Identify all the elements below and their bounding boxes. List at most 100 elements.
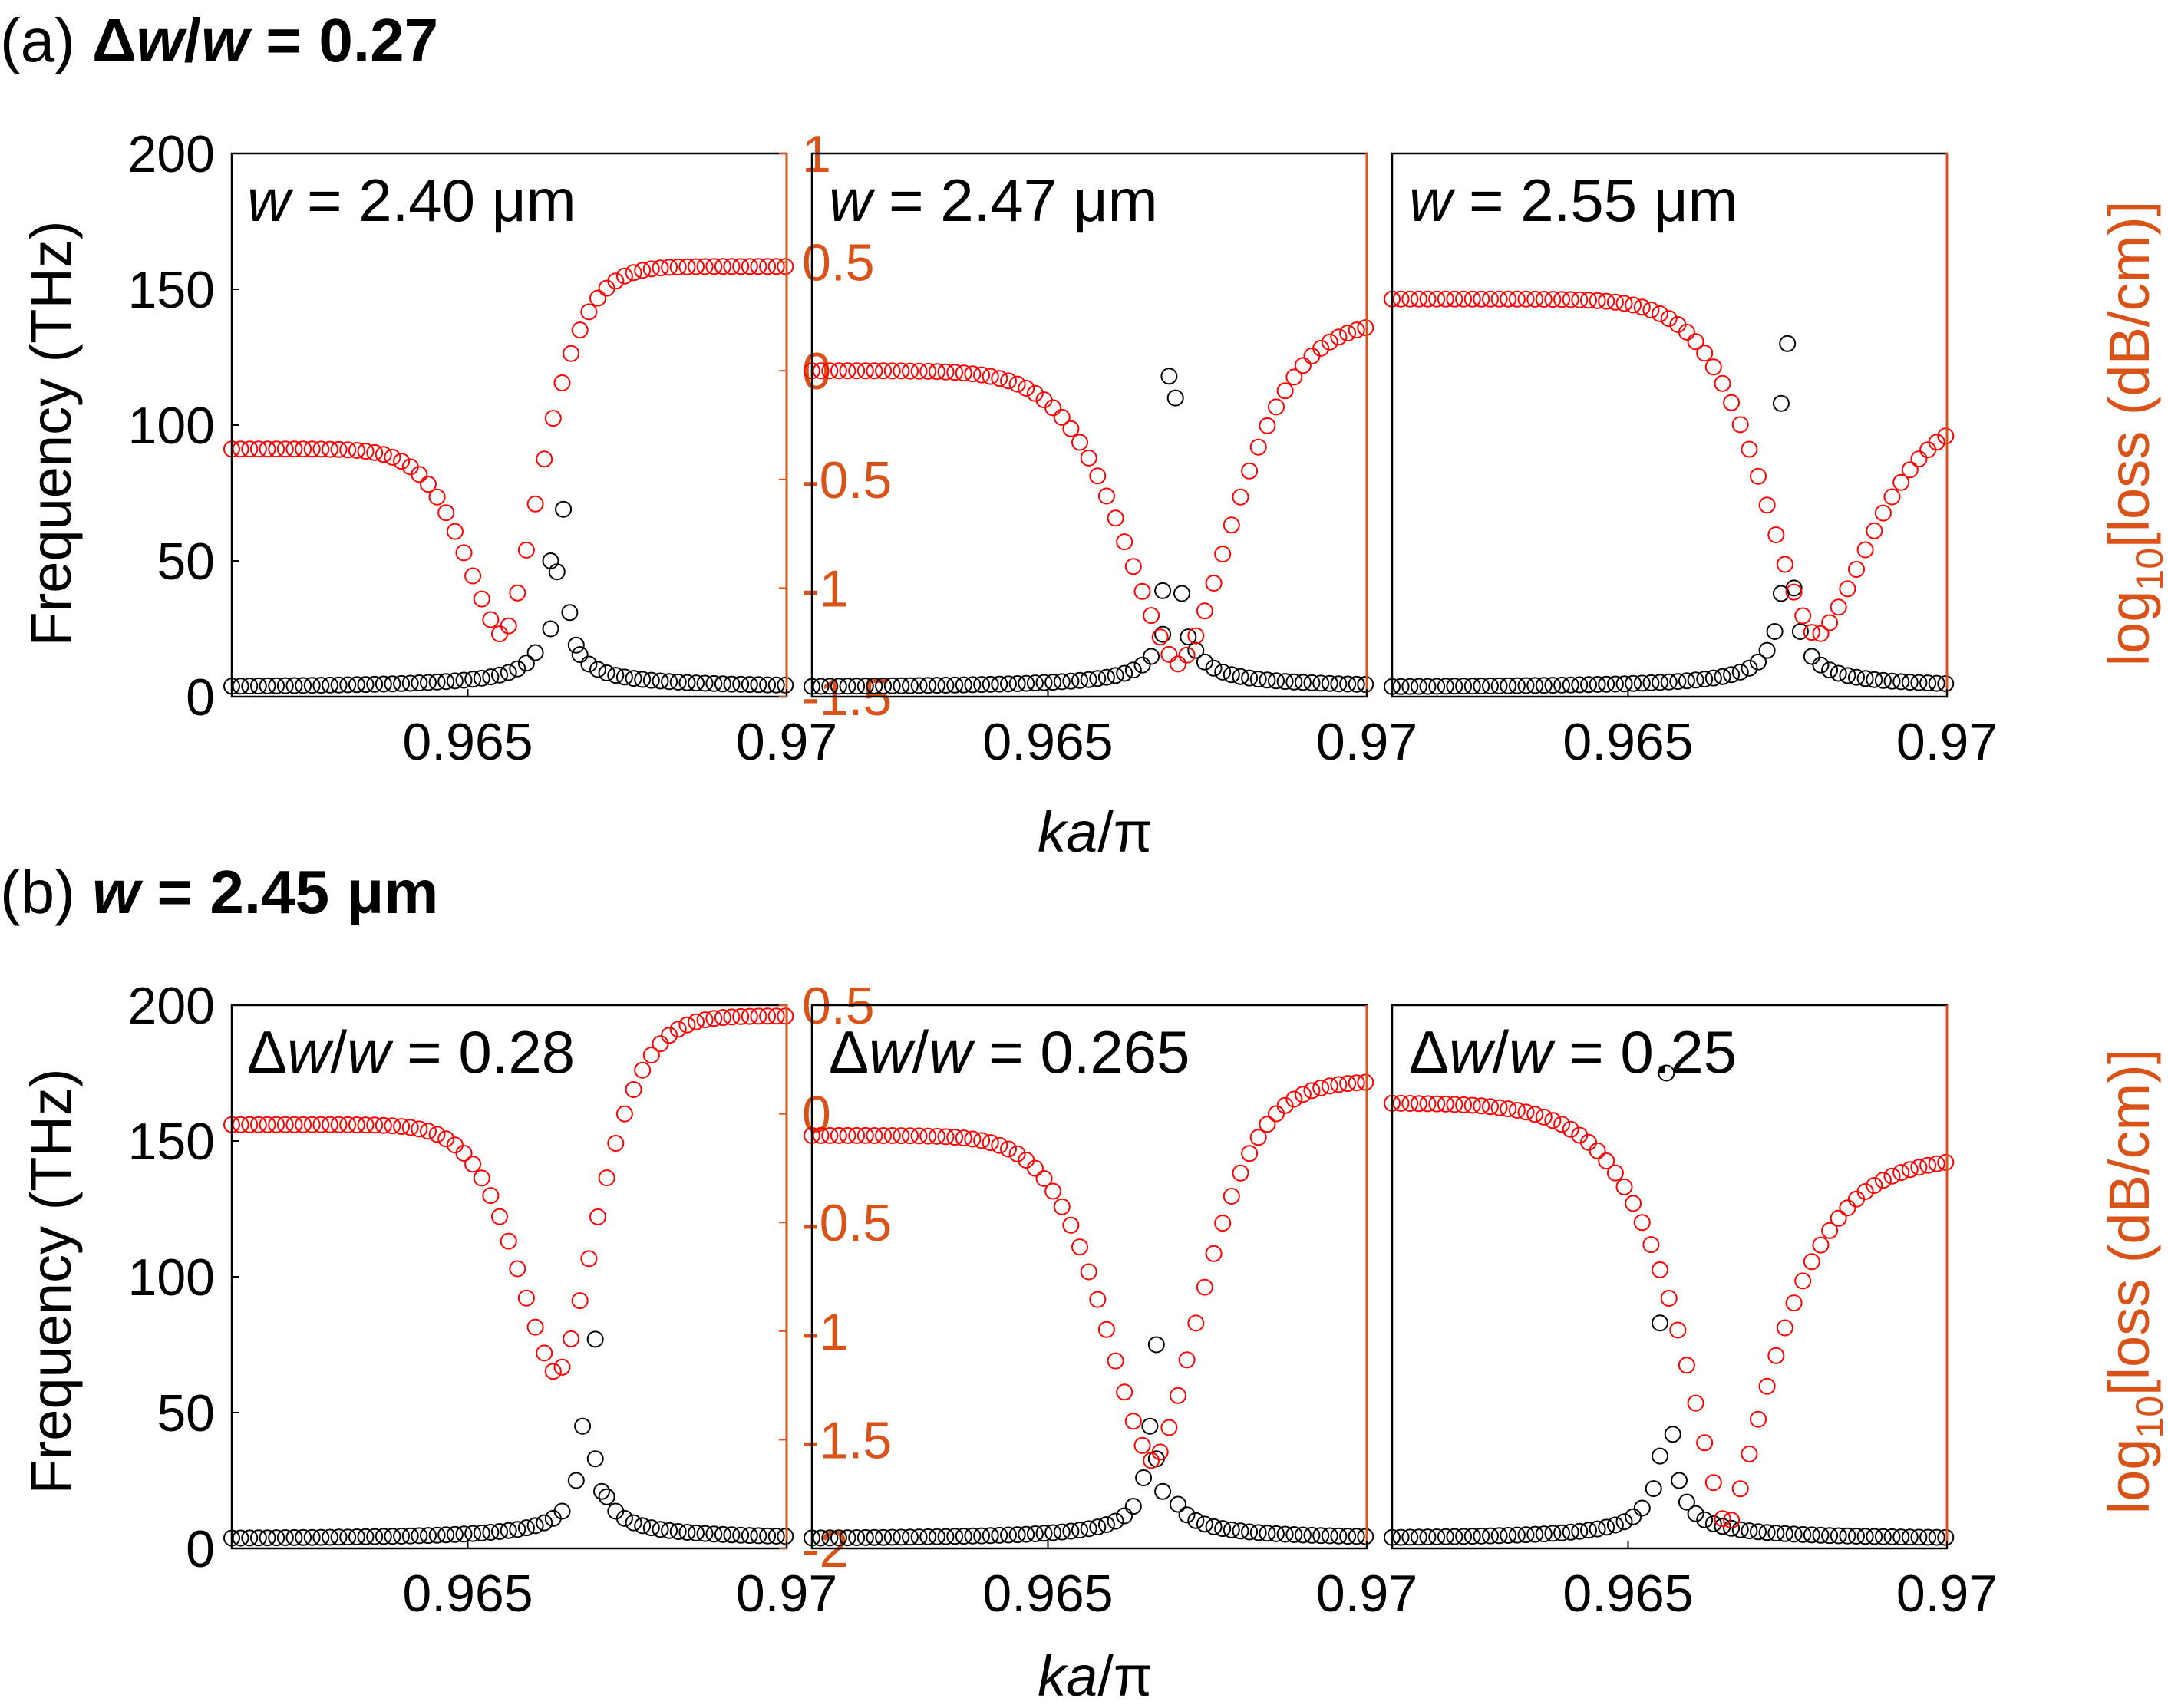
frequency-point xyxy=(1473,1527,1490,1545)
loss-point xyxy=(1268,1105,1285,1123)
frequency-point xyxy=(464,1525,482,1542)
loss-point xyxy=(1330,1076,1348,1093)
loss-point xyxy=(1642,1236,1660,1254)
frequency-point xyxy=(1124,661,1142,679)
frequency-point xyxy=(330,1528,348,1546)
loss-point xyxy=(1259,417,1276,434)
frequency-point xyxy=(241,678,259,695)
loss-point xyxy=(883,1127,901,1144)
loss-point xyxy=(1785,583,1803,601)
frequency-point xyxy=(574,1417,592,1435)
frequency-point xyxy=(1785,1525,1803,1543)
frequency-point xyxy=(1026,674,1044,692)
frequency-point xyxy=(1223,1521,1240,1538)
frequency-point xyxy=(567,636,585,654)
loss-point xyxy=(991,1136,1008,1154)
loss-point xyxy=(1830,1209,1847,1227)
loss-point xyxy=(1553,1116,1571,1133)
loss-point xyxy=(1874,504,1892,522)
loss-point xyxy=(1758,1377,1776,1395)
loss-point xyxy=(759,1007,777,1025)
loss-point xyxy=(1687,333,1704,351)
frequency-point xyxy=(1580,1522,1597,1539)
frequency-point xyxy=(1147,1336,1165,1354)
loss-point xyxy=(625,264,642,282)
frequency-point xyxy=(1044,674,1062,691)
frequency-point xyxy=(401,1527,419,1545)
frequency-point xyxy=(1660,673,1678,691)
loss-point xyxy=(393,453,411,470)
loss-point xyxy=(1830,598,1847,616)
loss-point xyxy=(437,1130,455,1148)
frequency-point xyxy=(1772,394,1790,412)
subplot-title: w = 2.55 μm xyxy=(1409,167,1738,234)
frequency-point xyxy=(1652,674,1668,691)
loss-point xyxy=(589,1208,606,1225)
frequency-point xyxy=(500,664,517,681)
loss-point xyxy=(1883,1167,1901,1185)
frequency-point xyxy=(1232,1522,1249,1540)
frequency-point xyxy=(723,1526,741,1544)
frequency-point xyxy=(241,1529,259,1547)
frequency-point xyxy=(1437,1528,1454,1545)
frequency-point xyxy=(1259,1525,1276,1542)
loss-point xyxy=(1294,1086,1312,1103)
loss-point xyxy=(1196,602,1213,620)
frequency-point xyxy=(1508,677,1526,694)
frequency-point xyxy=(634,1517,652,1535)
frequency-point xyxy=(1866,1528,1883,1545)
loss-point xyxy=(1937,1153,1955,1171)
frequency-point xyxy=(473,669,490,687)
loss-point xyxy=(473,590,490,608)
frequency-point xyxy=(678,1524,696,1541)
frequency-point xyxy=(1026,1525,1044,1542)
frequency-point xyxy=(1294,674,1312,691)
frequency-point xyxy=(883,1528,901,1546)
loss-point xyxy=(1259,1116,1276,1133)
loss-point xyxy=(767,258,785,275)
loss-point xyxy=(322,440,338,458)
frequency-point xyxy=(1508,1526,1526,1544)
loss-point xyxy=(500,617,517,635)
loss-point xyxy=(714,258,731,275)
frequency-point xyxy=(1883,1528,1901,1545)
loss-point xyxy=(1124,1413,1142,1430)
loss-point xyxy=(1276,1096,1294,1114)
frequency-point xyxy=(1455,678,1473,695)
frequency-point xyxy=(1767,1525,1785,1542)
loss-point xyxy=(1517,290,1535,308)
frequency-point xyxy=(1937,1528,1955,1546)
loss-point xyxy=(1196,1278,1213,1296)
frequency-point xyxy=(642,1519,660,1537)
frequency-point xyxy=(1652,1447,1668,1465)
loss-point xyxy=(401,1119,419,1136)
loss-point xyxy=(642,1047,660,1064)
subplot-title: Δw/w = 0.265 xyxy=(829,1018,1190,1086)
loss-point xyxy=(777,258,794,275)
frequency-point xyxy=(661,673,678,691)
frequency-point xyxy=(1053,673,1071,691)
y2-tick-label: -1 xyxy=(802,559,848,618)
loss-point xyxy=(1821,614,1839,631)
loss-point xyxy=(741,258,758,275)
loss-point xyxy=(1714,374,1731,392)
frequency-point xyxy=(295,677,312,694)
frequency-point xyxy=(1785,579,1803,597)
frequency-point xyxy=(1500,1527,1517,1544)
loss-point xyxy=(1598,1152,1615,1169)
frequency-point xyxy=(567,1472,585,1489)
frequency-point xyxy=(322,1528,338,1546)
frequency-point xyxy=(615,668,633,686)
loss-point xyxy=(1625,1195,1642,1212)
loss-point xyxy=(839,1126,856,1144)
loss-point xyxy=(1223,1188,1240,1205)
frequency-point xyxy=(1678,1493,1695,1511)
loss-point xyxy=(411,1120,428,1138)
loss-point xyxy=(902,362,919,380)
frequency-point xyxy=(1589,676,1606,693)
frequency-point xyxy=(1044,1524,1062,1541)
frequency-point xyxy=(1357,1528,1374,1545)
loss-point xyxy=(1303,1082,1321,1100)
loss-point xyxy=(893,362,910,380)
frequency-point xyxy=(482,668,500,686)
